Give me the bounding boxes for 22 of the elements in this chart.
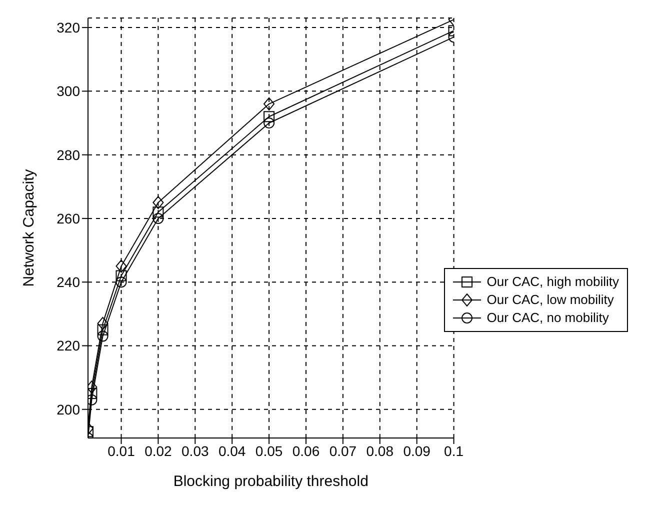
x-tick-label: 0.08 bbox=[366, 442, 394, 459]
x-tick-label: 0.02 bbox=[144, 442, 172, 459]
y-tick-label: 300 bbox=[56, 83, 80, 100]
y-tick-label: 200 bbox=[56, 401, 80, 418]
y-tick-label: 260 bbox=[56, 210, 80, 226]
x-tick-label: 0.09 bbox=[403, 442, 431, 459]
x-tick-label: 0.06 bbox=[292, 442, 320, 459]
x-axis-title: Blocking probability threshold bbox=[173, 473, 368, 490]
y-tick-label: 240 bbox=[56, 274, 80, 290]
x-tick-label: 0.04 bbox=[218, 442, 246, 459]
y-tick-label: 280 bbox=[56, 146, 80, 163]
y-tick-label: 320 bbox=[56, 20, 80, 36]
x-tick-label: 0.07 bbox=[329, 442, 357, 459]
legend-label: Our CAC, no mobility bbox=[486, 309, 609, 327]
y-axis-title: Network Capacity bbox=[20, 168, 38, 287]
x-tick-label: 0.01 bbox=[108, 442, 136, 459]
x-tick-label: 0.1 bbox=[444, 442, 464, 459]
x-tick-label: 0.03 bbox=[182, 442, 209, 459]
legend-label: Our CAC, high mobility bbox=[486, 273, 619, 291]
legend-label: Our CAC, low mobility bbox=[486, 291, 614, 309]
x-tick-label: 0.05 bbox=[255, 442, 283, 459]
y-tick-label: 220 bbox=[56, 338, 80, 354]
